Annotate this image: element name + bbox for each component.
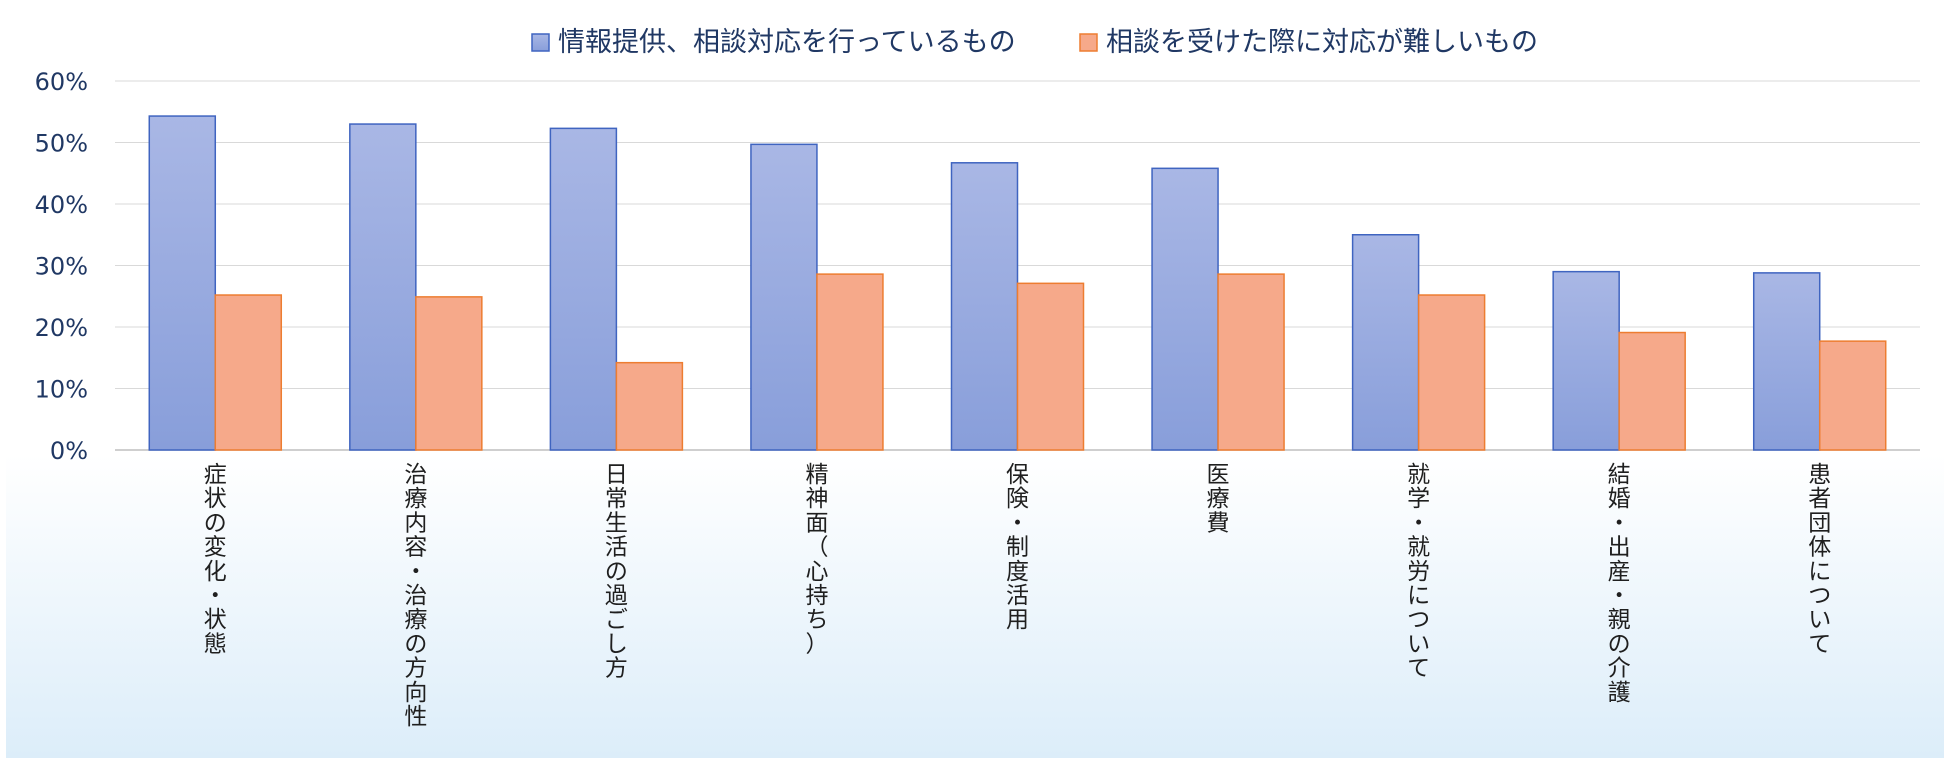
y-tick-label: 0%: [50, 437, 88, 465]
y-tick-label: 60%: [35, 68, 88, 96]
bars: [148, 115, 1887, 451]
bar-info-provided-8: [1752, 272, 1821, 451]
bar-info-provided-4: [950, 162, 1019, 451]
x-category-label: 保険・制度活用: [1006, 462, 1029, 633]
bar-difficult-3: [816, 273, 884, 451]
bar-difficult-5: [1217, 273, 1285, 451]
x-category-label: 患者団体について: [1808, 462, 1831, 657]
bar-difficult-6: [1417, 294, 1486, 451]
bar-difficult-1: [415, 296, 483, 451]
bar-info-provided-6: [1351, 234, 1420, 451]
bar-info-provided-0: [148, 115, 217, 451]
bar-info-provided-2: [549, 127, 618, 451]
y-tick-label: 30%: [35, 253, 88, 281]
bar-difficult-0: [214, 294, 283, 451]
bar-info-provided-1: [349, 123, 417, 451]
bar-difficult-4: [1016, 282, 1085, 451]
legend-swatch: [1079, 33, 1098, 52]
bar-info-provided-7: [1552, 270, 1620, 451]
y-axis: 0% 10% 20% 30% 40% 50% 60%: [35, 68, 88, 465]
legend-label: 情報提供、相談対応を行っているもの: [558, 27, 1016, 58]
x-category-label: 日常生活の過ごし方: [605, 462, 628, 682]
x-category-label: 結婚・出産・親の介護: [1608, 462, 1631, 706]
y-tick-label: 20%: [35, 314, 88, 342]
bar-info-provided-3: [750, 143, 818, 451]
bar-info-provided-5: [1151, 167, 1219, 451]
y-tick-label: 40%: [35, 191, 88, 219]
bar-difficult-8: [1818, 340, 1887, 451]
legend: 情報提供、相談対応を行っているもの 相談を受けた際に対応が難しいもの: [531, 27, 1538, 58]
x-category-label: 症状の変化・状態: [204, 462, 227, 657]
bar-difficult-7: [1618, 331, 1686, 451]
y-tick-label: 50%: [35, 130, 88, 158]
legend-label: 相談を受けた際に対応が難しいもの: [1106, 27, 1538, 58]
x-axis-labels: 症状の変化・状態 治療内容・治療の方向性 日常生活の過ごし方 精神面（心持ち） 保険・制…: [204, 462, 1831, 730]
legend-swatch: [531, 33, 550, 52]
bar-difficult-2: [615, 361, 684, 451]
x-category-label: 精神面（心持ち）: [805, 462, 828, 657]
x-category-label: 治療内容・治療の方向性: [404, 462, 427, 730]
x-category-label: 医療費: [1207, 462, 1230, 536]
y-tick-label: 10%: [35, 376, 88, 404]
x-category-label: 就学・就労について: [1407, 462, 1430, 682]
